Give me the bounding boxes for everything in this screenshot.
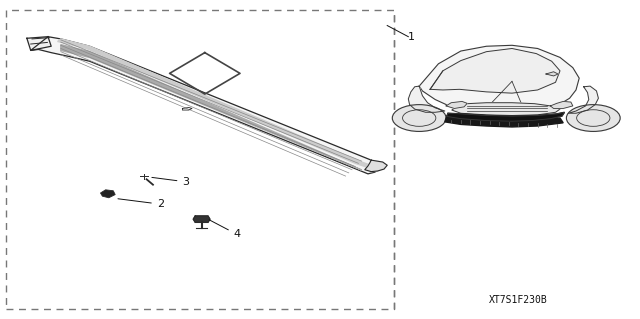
Polygon shape bbox=[452, 103, 560, 115]
Polygon shape bbox=[408, 86, 445, 112]
Text: 1: 1 bbox=[408, 32, 415, 42]
Polygon shape bbox=[447, 112, 564, 121]
Polygon shape bbox=[58, 39, 371, 167]
Polygon shape bbox=[430, 48, 560, 93]
Polygon shape bbox=[446, 101, 467, 108]
Text: 2: 2 bbox=[118, 199, 164, 209]
Text: 4: 4 bbox=[209, 220, 241, 240]
Polygon shape bbox=[365, 160, 387, 172]
Polygon shape bbox=[31, 37, 381, 174]
Polygon shape bbox=[100, 190, 115, 198]
Circle shape bbox=[566, 105, 620, 131]
Text: XT7S1F230B: XT7S1F230B bbox=[489, 295, 548, 305]
Text: 3: 3 bbox=[152, 177, 189, 187]
Polygon shape bbox=[419, 45, 579, 113]
Polygon shape bbox=[550, 101, 573, 108]
Polygon shape bbox=[27, 37, 51, 50]
Polygon shape bbox=[546, 72, 558, 76]
Polygon shape bbox=[61, 45, 362, 170]
Circle shape bbox=[392, 105, 446, 131]
Polygon shape bbox=[568, 86, 598, 113]
Polygon shape bbox=[193, 216, 210, 222]
Polygon shape bbox=[445, 116, 563, 127]
